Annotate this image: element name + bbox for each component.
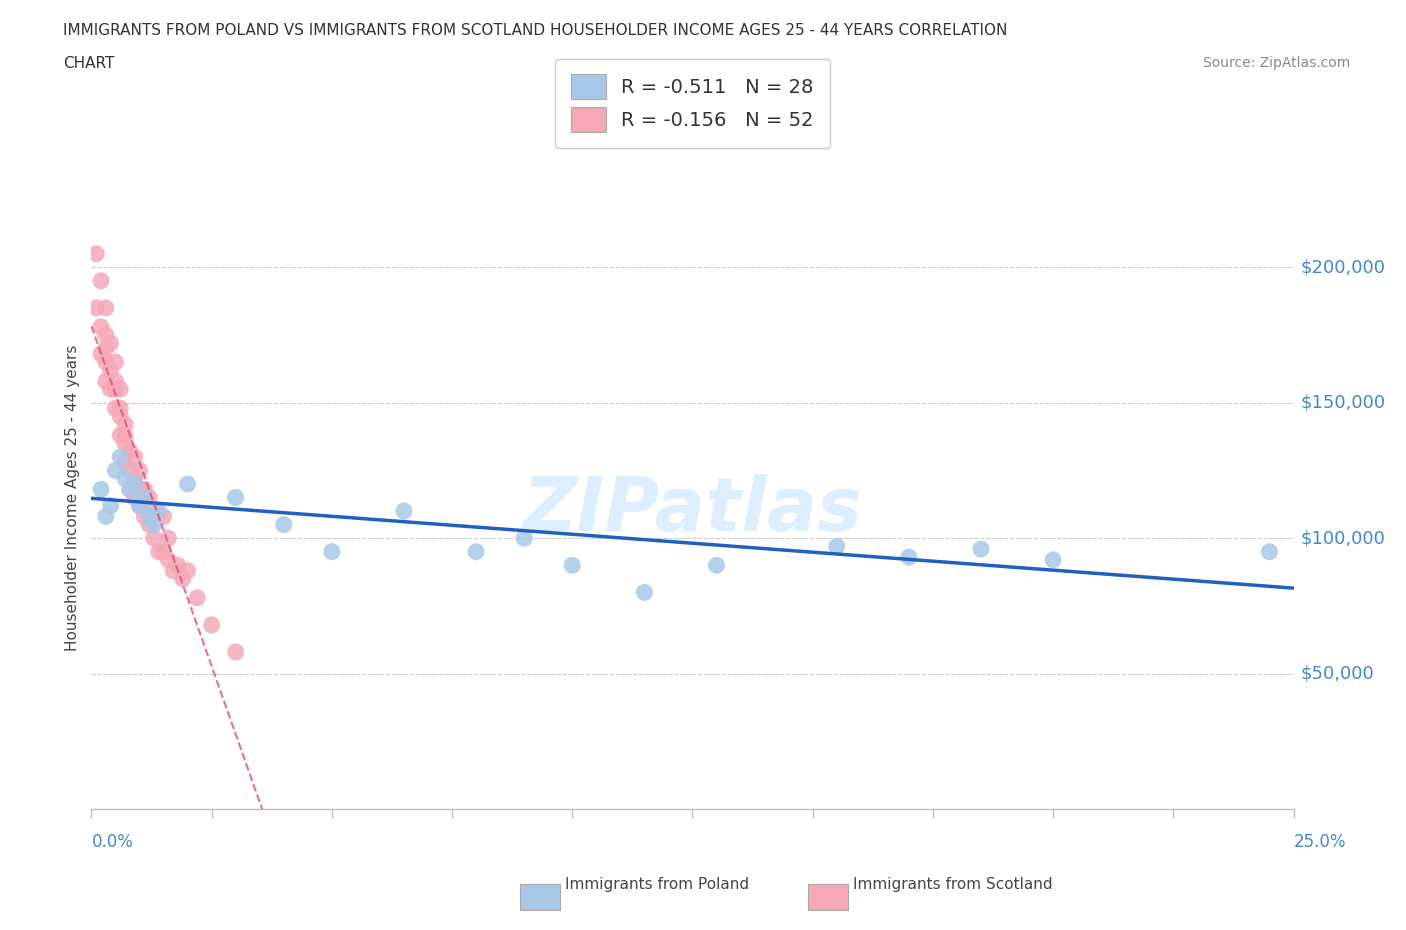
Text: $150,000: $150,000 [1301,393,1386,412]
Text: 0.0%: 0.0% [91,832,134,851]
Point [118,482,141,497]
Point [124,476,146,491]
Point [110,428,132,443]
Point [128,482,150,497]
Point [84,300,107,315]
Point [186,591,208,605]
Point [138,490,160,505]
Point [104,463,127,478]
Point [124,472,146,486]
Text: Source: ZipAtlas.com: Source: ZipAtlas.com [1202,56,1350,70]
Text: Immigrants from Scotland: Immigrants from Scotland [853,877,1053,892]
Point [118,444,141,458]
Point [897,550,920,565]
Point [128,498,150,513]
Point [104,354,127,369]
Point [1042,552,1064,567]
Point [104,381,127,396]
Text: IMMIGRANTS FROM POLAND VS IMMIGRANTS FROM SCOTLAND HOUSEHOLDER INCOME AGES 25 - : IMMIGRANTS FROM POLAND VS IMMIGRANTS FRO… [63,23,1008,38]
Point [94,354,117,369]
Point [201,618,224,632]
Point [90,273,112,288]
Point [90,482,112,497]
Point [513,531,536,546]
Point [142,531,165,546]
Point [110,449,132,464]
Point [142,504,165,519]
Point [162,564,184,578]
Point [138,517,160,532]
Point [134,509,156,524]
Point [118,482,141,497]
Text: $50,000: $50,000 [1301,665,1374,683]
Point [561,558,583,573]
Point [970,541,993,556]
Point [128,498,150,513]
Point [94,341,117,356]
Point [110,381,132,396]
Point [114,455,136,470]
Point [176,476,198,491]
Point [142,517,165,532]
Point [90,319,112,334]
Text: ZIPatlas: ZIPatlas [523,473,862,547]
Point [114,472,136,486]
Point [273,517,295,532]
Y-axis label: Householder Income Ages 25 - 44 years: Householder Income Ages 25 - 44 years [65,344,80,651]
Point [118,463,141,478]
Point [465,544,488,559]
Point [706,558,728,573]
Point [152,544,174,559]
Point [1258,544,1281,559]
Point [114,436,136,451]
Point [104,374,127,389]
Point [110,401,132,416]
Point [100,498,122,513]
Point [114,417,136,432]
Point [124,490,146,505]
Point [128,463,150,478]
Text: $100,000: $100,000 [1301,529,1385,547]
Point [152,509,174,524]
Point [94,374,117,389]
Point [633,585,655,600]
Point [100,363,122,378]
Text: CHART: CHART [63,56,115,71]
Point [157,552,180,567]
Point [124,449,146,464]
Point [825,538,848,553]
Point [104,401,127,416]
Point [167,558,190,573]
Point [148,544,170,559]
Point [100,381,122,396]
Text: Immigrants from Poland: Immigrants from Poland [565,877,749,892]
Point [225,644,247,659]
Point [110,409,132,424]
Point [392,504,415,519]
Point [134,490,156,505]
Point [321,544,343,559]
Point [138,509,160,524]
Point [94,509,117,524]
Point [90,347,112,362]
Legend: R = -0.511   N = 28, R = -0.156   N = 52: R = -0.511 N = 28, R = -0.156 N = 52 [555,59,830,148]
Point [134,482,156,497]
Text: $200,000: $200,000 [1301,259,1385,276]
Point [148,504,170,519]
Text: 25.0%: 25.0% [1294,832,1346,851]
Point [157,531,180,546]
Point [172,571,194,586]
Point [94,327,117,342]
Point [176,564,198,578]
Point [84,246,107,261]
Point [100,336,122,351]
Point [114,428,136,443]
Point [94,300,117,315]
Point [225,490,247,505]
